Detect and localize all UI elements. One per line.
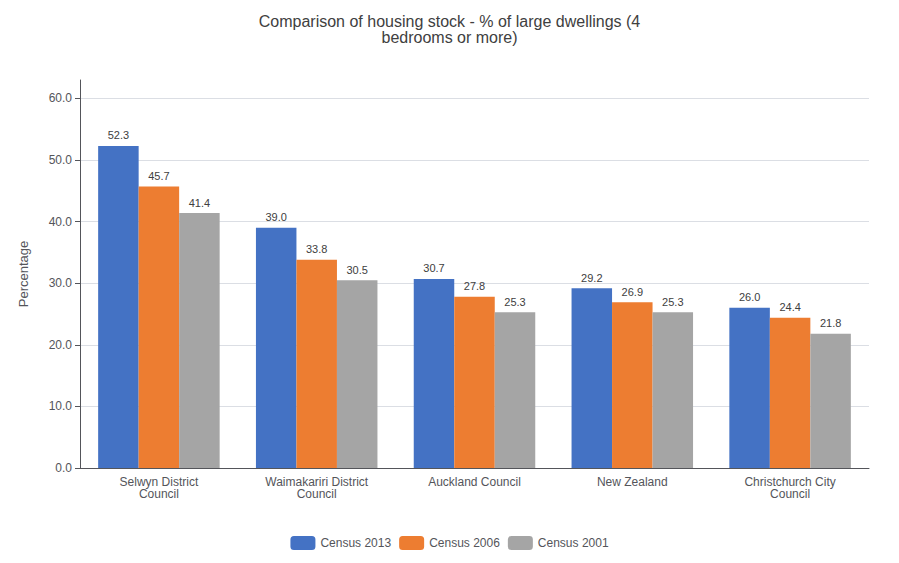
svg-text:Christchurch City: Christchurch City: [744, 475, 836, 489]
svg-text:27.8: 27.8: [464, 280, 485, 292]
svg-text:52.3: 52.3: [108, 129, 129, 141]
svg-text:Selwyn District: Selwyn District: [119, 475, 199, 489]
svg-text:50.0: 50.0: [49, 153, 73, 167]
svg-text:40.0: 40.0: [49, 215, 73, 229]
svg-text:0.0: 0.0: [55, 461, 72, 475]
svg-text:26.9: 26.9: [622, 286, 643, 298]
svg-text:29.2: 29.2: [581, 272, 602, 284]
svg-text:39.0: 39.0: [265, 211, 286, 223]
svg-text:21.8: 21.8: [820, 317, 841, 329]
svg-text:bedrooms or more): bedrooms or more): [381, 29, 517, 46]
svg-text:Comparison of housing stock -: Comparison of housing stock - % of large…: [259, 13, 641, 30]
svg-text:45.7: 45.7: [148, 170, 169, 182]
svg-text:Council: Council: [297, 487, 337, 501]
svg-text:20.0: 20.0: [49, 338, 73, 352]
svg-text:30.7: 30.7: [423, 262, 444, 274]
svg-text:10.0: 10.0: [49, 399, 73, 413]
svg-text:Census 2006: Census 2006: [429, 536, 500, 550]
svg-text:60.0: 60.0: [49, 91, 73, 105]
svg-text:Auckland Council: Auckland Council: [428, 475, 521, 489]
svg-text:25.3: 25.3: [504, 296, 525, 308]
svg-text:24.4: 24.4: [779, 301, 800, 313]
svg-text:Council: Council: [139, 487, 179, 501]
svg-text:26.0: 26.0: [739, 291, 760, 303]
svg-text:Percentage: Percentage: [16, 241, 31, 308]
svg-text:25.3: 25.3: [662, 296, 683, 308]
svg-text:41.4: 41.4: [189, 197, 210, 209]
svg-text:Waimakariri District: Waimakariri District: [265, 475, 369, 489]
svg-text:30.0: 30.0: [49, 276, 73, 290]
svg-text:Council: Council: [770, 487, 810, 501]
svg-text:Census 2013: Census 2013: [320, 536, 391, 550]
svg-text:Census 2001: Census 2001: [538, 536, 609, 550]
svg-text:New Zealand: New Zealand: [597, 475, 668, 489]
svg-text:30.5: 30.5: [346, 264, 367, 276]
svg-text:33.8: 33.8: [306, 243, 327, 255]
